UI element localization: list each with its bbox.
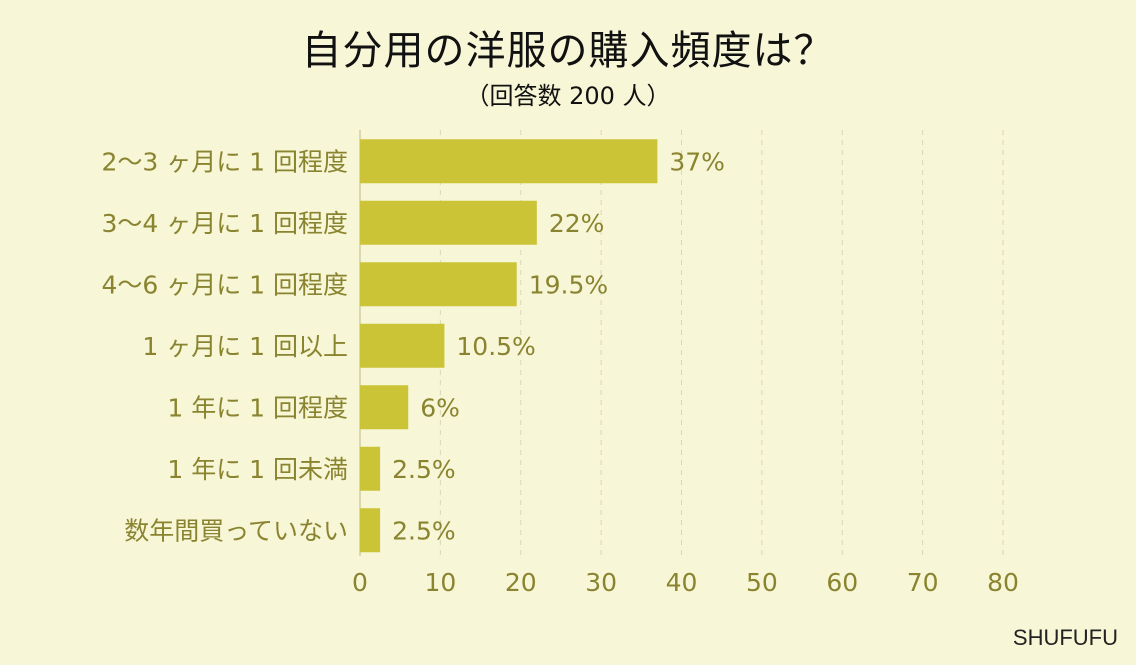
bar bbox=[360, 200, 537, 245]
x-tick-label: 50 bbox=[746, 568, 778, 597]
value-label: 19.5% bbox=[529, 270, 608, 299]
value-label: 10.5% bbox=[456, 332, 535, 361]
bar bbox=[360, 446, 381, 491]
bar bbox=[360, 323, 445, 368]
category-label: 2～3 ヶ月に 1 回程度 bbox=[101, 147, 348, 176]
x-tick-label: 60 bbox=[826, 568, 858, 597]
value-label: 22% bbox=[549, 209, 605, 238]
category-label: 数年間買っていない bbox=[124, 516, 348, 545]
category-label: 1 年に 1 回程度 bbox=[167, 393, 348, 422]
x-tick-label: 0 bbox=[352, 568, 368, 597]
x-tick-label: 80 bbox=[987, 568, 1019, 597]
x-tick-label: 20 bbox=[505, 568, 537, 597]
category-label: 3～4 ヶ月に 1 回程度 bbox=[101, 209, 348, 238]
x-tick-label: 10 bbox=[424, 568, 456, 597]
value-label: 37% bbox=[669, 147, 725, 176]
value-label: 2.5% bbox=[392, 516, 456, 545]
bar bbox=[360, 508, 381, 553]
x-tick-label: 40 bbox=[666, 568, 698, 597]
x-tick-label: 30 bbox=[585, 568, 617, 597]
category-label: 4～6 ヶ月に 1 回程度 bbox=[101, 270, 348, 299]
category-label: 1 年に 1 回未満 bbox=[167, 455, 348, 484]
x-tick-label: 70 bbox=[907, 568, 939, 597]
bar bbox=[360, 262, 517, 307]
value-label: 6% bbox=[420, 393, 460, 422]
value-label: 2.5% bbox=[392, 455, 456, 484]
bar bbox=[360, 139, 658, 184]
brand-logo: SHUFUFU bbox=[1012, 625, 1118, 650]
bar bbox=[360, 385, 409, 430]
chart-subtitle: （回答数 200 人） bbox=[465, 82, 671, 110]
chart-title: 自分用の洋服の購入頻度は？ bbox=[301, 28, 835, 74]
category-label: 1 ヶ月に 1 回以上 bbox=[142, 332, 348, 361]
